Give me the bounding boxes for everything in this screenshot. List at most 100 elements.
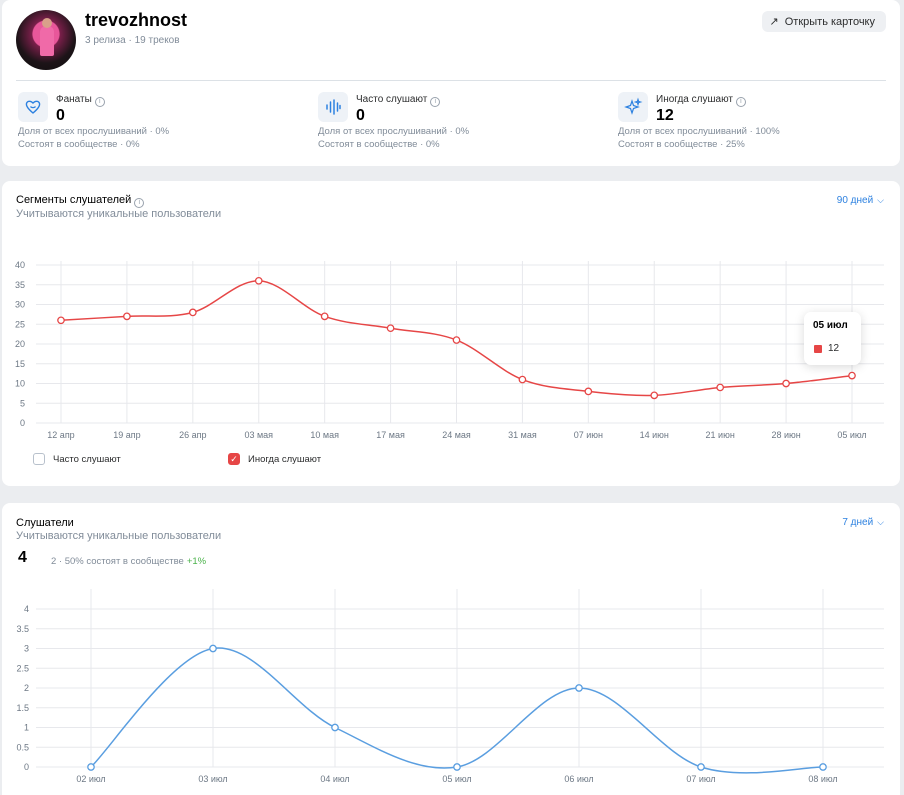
data-point [254,276,263,285]
x-tick-label: 05 июл [442,774,471,784]
tooltip-date: 05 июл [813,320,848,331]
y-tick-label: 1.5 [16,703,29,713]
x-tick-label: 06 июл [564,774,593,784]
heart-icon [18,92,48,122]
y-tick-label: 30 [15,300,25,310]
segments-card: Сегменты слушателей i Учитываются уникаль… [2,181,900,486]
stat-share: Доля от всех прослушиваний · 0% [18,126,170,137]
period-select[interactable]: 90 дней ⌵ [836,195,884,206]
stat-label: Иногда слушают i [656,94,746,107]
open-card-button[interactable]: ↗ Открыть карточку [761,11,886,32]
tooltip-value: 12 [828,343,840,354]
y-tick-label: 4 [24,604,29,614]
section-title: Слушатели [16,517,74,529]
y-tick-label: 20 [15,339,25,349]
info-icon[interactable]: i [94,97,105,107]
artist-meta: 3 релиза · 19 треков [85,35,180,46]
data-point [716,383,725,392]
listeners-total: 4 [18,549,27,566]
x-tick-label: 26 апр [179,430,206,440]
data-point [188,308,197,317]
legend-item-frequent[interactable]: Часто слушают [33,453,121,465]
stat-share: Доля от всех прослушиваний · 0% [318,126,470,137]
artist-name: trevozhnost [85,10,188,30]
x-tick-label: 02 июл [76,774,105,784]
data-point [123,312,131,321]
legend-label: Иногда слушают [248,453,322,465]
x-tick-label: 04 июл [320,774,349,784]
data-point [848,371,856,380]
y-tick-label: 40 [15,260,25,270]
stat-community: Состоят в сообществе · 0% [318,139,440,150]
open-card-label: Открыть карточку [784,15,875,28]
divider [16,80,886,81]
x-tick-label: 17 мая [376,430,405,440]
data-point [819,763,827,771]
x-tick-label: 31 мая [508,430,537,440]
y-tick-label: 15 [15,359,25,369]
data-point [57,316,65,325]
artist-avatar[interactable] [16,10,76,70]
legend-checkbox[interactable]: ✓ [228,453,240,465]
data-point [650,391,659,400]
y-tick-label: 3 [24,644,29,654]
y-tick-label: 2 [24,683,29,693]
soundwave-icon [318,92,348,122]
data-point [452,336,461,344]
y-tick-label: 0.5 [16,742,29,752]
stat-community: Состоят в сообществе · 25% [618,139,745,150]
legend-checkbox[interactable] [33,453,45,465]
data-point [584,387,593,396]
data-point [453,763,461,771]
x-tick-label: 07 июн [574,430,603,440]
arrow-up-right-icon: ↗ [769,16,779,28]
listeners-card: Слушатели Учитываются уникальные пользов… [2,503,900,795]
stat-label: Фанаты i [56,94,105,107]
y-tick-label: 2.5 [16,663,29,673]
x-tick-label: 24 мая [442,430,471,440]
chart-tooltip: 05 июл 12 [804,312,861,365]
y-tick-label: 35 [15,280,25,290]
tooltip-swatch [814,345,822,353]
x-tick-label: 12 апр [47,430,74,440]
delta-badge: +1% [186,556,207,567]
period-select[interactable]: 7 дней ⌵ [842,517,884,528]
stat-value: 0 [56,107,65,124]
info-icon[interactable]: i [735,97,746,107]
x-tick-label: 10 мая [310,430,339,440]
data-point [386,324,395,333]
x-tick-label: 05 июл [837,430,866,440]
legend-label: Часто слушают [53,453,121,465]
y-tick-label: 10 [15,379,25,389]
y-tick-label: 0 [20,418,25,428]
y-tick-label: 5 [20,398,25,408]
profile-card: trevozhnost 3 релиза · 19 треков ↗ Откры… [2,0,900,166]
x-tick-label: 07 июл [686,774,715,784]
section-subtitle: Учитываются уникальные пользователи [16,208,222,220]
sparkle-icon [618,92,648,122]
data-point [87,763,95,771]
info-icon[interactable]: i [134,198,145,208]
x-tick-label: 14 июн [640,430,669,440]
data-point [697,763,705,771]
section-subtitle: Учитываются уникальные пользователи [16,530,222,542]
y-tick-label: 25 [15,319,25,329]
data-point [320,312,329,321]
y-tick-label: 1 [24,723,29,733]
data-point [518,375,527,384]
x-tick-label: 08 июл [808,774,837,784]
stat-share: Доля от всех прослушиваний · 100% [618,126,780,137]
data-point [331,723,339,732]
x-tick-label: 03 июл [198,774,227,784]
data-point [782,379,790,388]
stat-label: Часто слушают i [356,94,441,107]
y-tick-label: 0 [24,762,29,772]
legend-item-sometimes[interactable]: ✓ Иногда слушают [228,453,321,465]
info-icon[interactable]: i [430,97,441,107]
chevron-down-icon: ⌵ [877,517,884,527]
listeners-meta: 2 · 50% состоят в сообществе +1% [51,556,207,567]
listeners-line-chart: 0 0.5 1 1.5 2 2.5 3 3.5 4 02 июл 03 июл 04 июл 05 ию… [16,589,884,784]
x-tick-label: 19 апр [113,430,140,440]
data-point [575,684,583,692]
y-tick-label: 3.5 [16,624,29,634]
